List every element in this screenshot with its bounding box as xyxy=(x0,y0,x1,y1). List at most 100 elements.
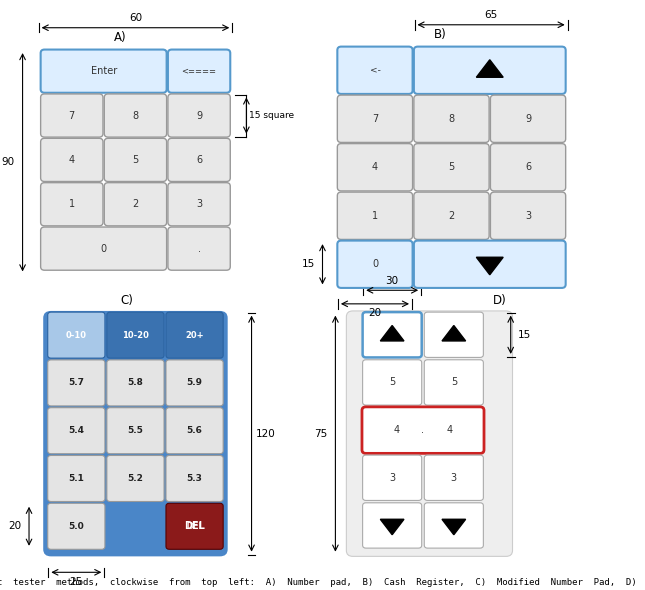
FancyBboxPatch shape xyxy=(104,94,166,137)
Text: 25: 25 xyxy=(70,577,83,586)
Text: DEL: DEL xyxy=(184,522,205,531)
FancyBboxPatch shape xyxy=(337,47,413,94)
FancyBboxPatch shape xyxy=(43,311,228,556)
Text: 120: 120 xyxy=(256,429,275,438)
Text: 3: 3 xyxy=(196,199,202,209)
FancyBboxPatch shape xyxy=(346,311,513,556)
Text: 5.4: 5.4 xyxy=(68,426,84,435)
FancyBboxPatch shape xyxy=(424,503,483,548)
FancyBboxPatch shape xyxy=(490,192,566,240)
Text: A): A) xyxy=(114,31,126,44)
Text: 0: 0 xyxy=(372,259,378,269)
Text: 5.8: 5.8 xyxy=(128,378,143,388)
FancyBboxPatch shape xyxy=(362,360,422,405)
FancyBboxPatch shape xyxy=(424,312,483,358)
Text: 5.6: 5.6 xyxy=(186,426,203,435)
FancyBboxPatch shape xyxy=(337,95,413,142)
Text: .: . xyxy=(421,425,424,435)
Text: 8: 8 xyxy=(132,110,139,120)
FancyBboxPatch shape xyxy=(414,47,566,94)
FancyBboxPatch shape xyxy=(166,455,223,502)
Text: 9: 9 xyxy=(525,114,531,124)
FancyBboxPatch shape xyxy=(414,241,566,288)
FancyBboxPatch shape xyxy=(337,143,413,191)
Text: 1: 1 xyxy=(372,211,378,221)
FancyBboxPatch shape xyxy=(166,503,223,549)
Text: 20+: 20+ xyxy=(185,330,204,340)
FancyBboxPatch shape xyxy=(424,455,483,500)
Text: Enter: Enter xyxy=(90,66,117,76)
FancyBboxPatch shape xyxy=(362,407,484,453)
Text: C): C) xyxy=(120,294,133,307)
Text: 60: 60 xyxy=(129,14,142,23)
Text: 30: 30 xyxy=(386,276,399,286)
FancyBboxPatch shape xyxy=(362,312,422,358)
Polygon shape xyxy=(442,326,466,341)
Text: .: . xyxy=(197,244,201,254)
FancyBboxPatch shape xyxy=(362,503,422,548)
Text: 2: 2 xyxy=(448,211,455,221)
Text: 3: 3 xyxy=(389,473,395,483)
Text: 5: 5 xyxy=(451,378,457,388)
FancyBboxPatch shape xyxy=(414,143,489,191)
FancyBboxPatch shape xyxy=(424,360,483,405)
Polygon shape xyxy=(381,326,404,341)
FancyBboxPatch shape xyxy=(490,95,566,142)
FancyBboxPatch shape xyxy=(107,408,164,454)
Text: 15: 15 xyxy=(302,259,315,269)
Text: 5: 5 xyxy=(389,378,395,388)
Text: 5.5: 5.5 xyxy=(128,426,143,435)
FancyBboxPatch shape xyxy=(168,50,230,93)
FancyBboxPatch shape xyxy=(107,360,164,406)
FancyBboxPatch shape xyxy=(490,143,566,191)
FancyBboxPatch shape xyxy=(337,192,413,240)
FancyBboxPatch shape xyxy=(166,408,223,454)
Text: 75: 75 xyxy=(315,429,328,438)
Text: 5: 5 xyxy=(448,162,455,172)
Text: 20: 20 xyxy=(368,309,382,318)
Text: 4: 4 xyxy=(446,425,452,435)
Text: 0-10: 0-10 xyxy=(66,330,87,340)
FancyBboxPatch shape xyxy=(41,138,103,182)
Text: 8: 8 xyxy=(448,114,455,124)
Polygon shape xyxy=(381,519,404,535)
FancyBboxPatch shape xyxy=(166,312,223,358)
FancyBboxPatch shape xyxy=(107,503,164,549)
Text: 5.7: 5.7 xyxy=(68,378,84,388)
Text: B): B) xyxy=(433,28,446,41)
Text: 0: 0 xyxy=(101,244,106,254)
Text: 3: 3 xyxy=(451,473,457,483)
Polygon shape xyxy=(442,519,466,535)
Text: 15: 15 xyxy=(519,330,531,340)
Text: 5.9: 5.9 xyxy=(186,378,203,388)
Text: 3: 3 xyxy=(525,211,531,221)
FancyBboxPatch shape xyxy=(41,50,166,93)
FancyBboxPatch shape xyxy=(168,138,230,182)
FancyBboxPatch shape xyxy=(41,94,103,137)
FancyBboxPatch shape xyxy=(168,227,230,270)
FancyBboxPatch shape xyxy=(414,192,489,240)
Text: 5: 5 xyxy=(132,155,139,165)
Text: 5.1: 5.1 xyxy=(68,474,84,483)
Text: 6: 6 xyxy=(525,162,531,172)
Polygon shape xyxy=(477,257,503,275)
Text: 6: 6 xyxy=(196,155,202,165)
Text: 7: 7 xyxy=(372,114,378,124)
FancyBboxPatch shape xyxy=(48,360,105,406)
Text: 4: 4 xyxy=(393,425,400,435)
FancyBboxPatch shape xyxy=(41,183,103,226)
Text: 4: 4 xyxy=(69,155,75,165)
Text: 5.0: 5.0 xyxy=(68,522,84,531)
FancyBboxPatch shape xyxy=(48,408,105,454)
FancyBboxPatch shape xyxy=(107,312,164,358)
Text: 10-20: 10-20 xyxy=(122,330,149,340)
FancyBboxPatch shape xyxy=(166,360,223,406)
FancyBboxPatch shape xyxy=(168,183,230,226)
Text: 15 square: 15 square xyxy=(249,111,294,120)
FancyBboxPatch shape xyxy=(362,455,422,500)
Polygon shape xyxy=(477,60,503,77)
Text: 20: 20 xyxy=(8,522,21,531)
Text: Figure  1:  Input  tester  methods,  clockwise  from  top  left:  A)  Number  pa: Figure 1: Input tester methods, clockwis… xyxy=(0,578,645,587)
FancyBboxPatch shape xyxy=(104,183,166,226)
FancyBboxPatch shape xyxy=(48,455,105,502)
